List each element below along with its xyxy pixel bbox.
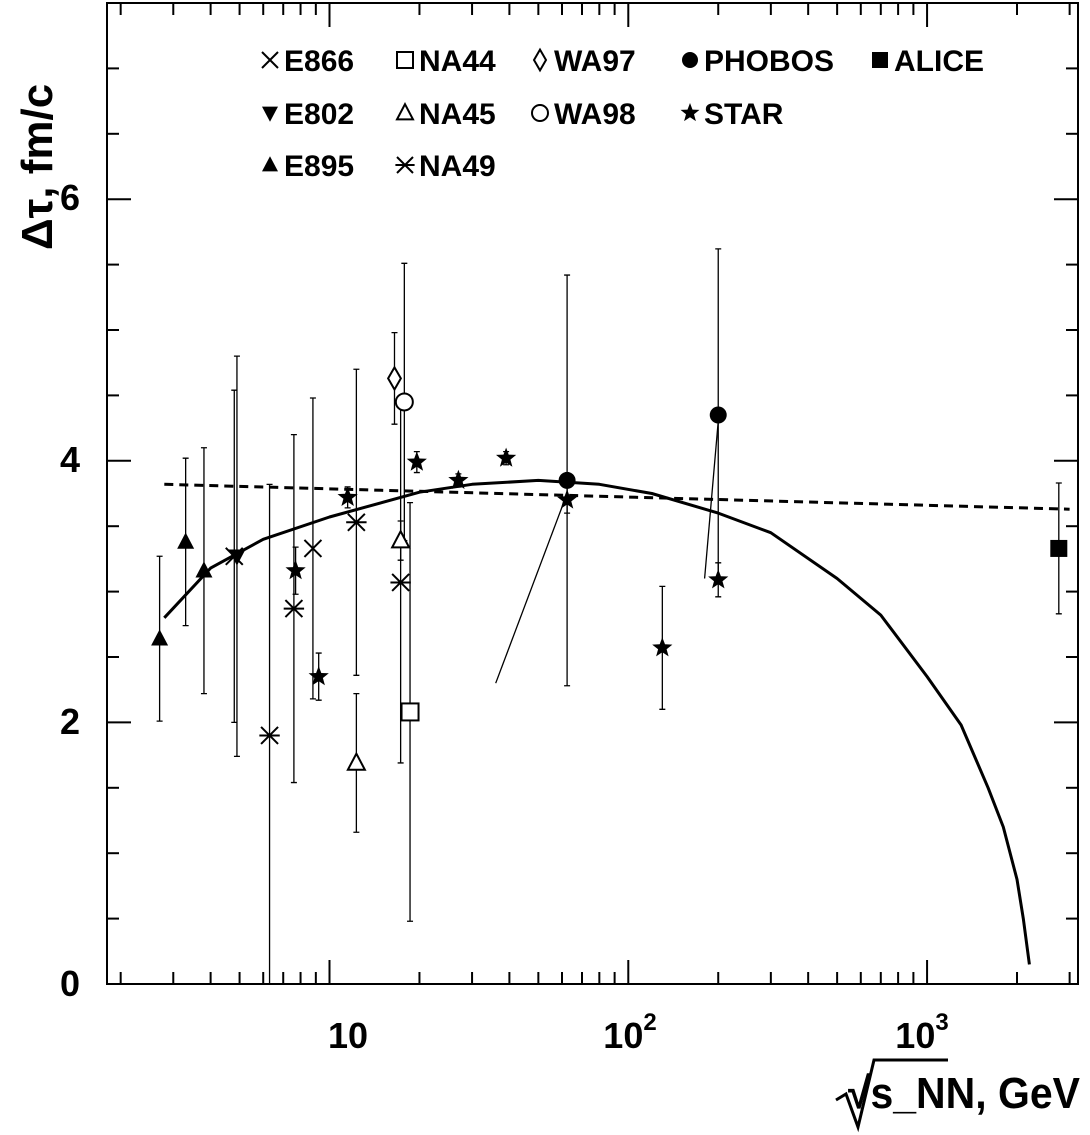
legend-marker-wa97 xyxy=(532,47,548,73)
marker-star-7 xyxy=(652,637,673,657)
curve-thin-3 xyxy=(703,421,719,579)
error-bars xyxy=(156,248,1062,985)
legend: E866 NA44 WA97 PHOBOS ALICE E802 NA45 WA98 STAR E… xyxy=(261,45,984,183)
marker-wa98-0 xyxy=(394,392,414,412)
legend-label-alice: ALICE xyxy=(894,45,984,78)
legend-marker-wa98 xyxy=(531,104,549,122)
marker-e895-0 xyxy=(151,629,169,646)
y-tick-labels: 0 2 4 6 xyxy=(60,177,80,1004)
curves xyxy=(163,421,1070,965)
marker-star-1 xyxy=(308,666,329,686)
curve-dashed-1 xyxy=(164,482,1070,511)
marker-star-8 xyxy=(708,569,729,589)
legend-label-e802: E802 xyxy=(284,98,354,131)
marker-star-0 xyxy=(285,560,306,580)
y-tick-label-6: 6 xyxy=(60,177,80,218)
marker-e895-1 xyxy=(177,532,195,549)
legend-marker-e802 xyxy=(262,106,278,122)
legend-marker-na49 xyxy=(395,156,415,174)
y-tick-label-4: 4 xyxy=(60,439,80,480)
marker-na44-0 xyxy=(400,702,420,722)
x-axis-label: √s_NN, GeV xyxy=(848,1069,1081,1118)
y-tick-label-2: 2 xyxy=(60,701,80,742)
grid-ticks xyxy=(107,2,1078,985)
legend-marker-alice xyxy=(872,52,888,68)
legend-marker-na45 xyxy=(395,102,415,121)
x-tick-label-1000: 103 xyxy=(895,1009,948,1056)
marker-star-5 xyxy=(496,447,517,467)
x-tick-label-10: 10 xyxy=(328,1015,368,1056)
marker-e866-1 xyxy=(303,539,323,558)
legend-label-na44: NA44 xyxy=(419,45,496,78)
marker-na49-3 xyxy=(390,573,411,592)
legend-marker-star xyxy=(680,103,700,122)
legend-marker-phobos xyxy=(682,52,698,68)
plot-frame xyxy=(106,2,1079,985)
x-tick-label-100: 102 xyxy=(603,1009,656,1056)
legend-label-e866: E866 xyxy=(284,45,354,78)
legend-label-star: STAR xyxy=(704,98,784,131)
marker-star-3 xyxy=(406,451,427,471)
legend-label-e895: E895 xyxy=(284,150,354,183)
legend-label-phobos: PHOBOS xyxy=(704,45,834,78)
marker-star-6 xyxy=(557,489,578,509)
x-tick-labels: 10 102 103 xyxy=(328,1009,949,1056)
marker-phobos-0 xyxy=(558,471,576,489)
sqrt-sign xyxy=(835,1058,948,1133)
legend-marker-e895 xyxy=(262,156,278,172)
markers xyxy=(151,365,1068,771)
marker-star-4 xyxy=(448,469,469,489)
marker-na49-0 xyxy=(259,726,280,745)
legend-label-wa98: WA98 xyxy=(554,98,636,131)
legend-label-na45: NA45 xyxy=(419,98,496,131)
plot-border xyxy=(106,2,1079,985)
x-axis-title: √s_NN, GeV xyxy=(835,1058,1081,1133)
curve-solid-0 xyxy=(163,478,1031,965)
marker-e802-0 xyxy=(228,549,246,566)
legend-label-wa97: WA97 xyxy=(554,45,636,78)
legend-marker-e866 xyxy=(261,51,279,69)
legend-marker-na44 xyxy=(396,51,414,69)
marker-phobos-1 xyxy=(709,406,727,424)
marker-e895-2 xyxy=(195,561,213,578)
marker-na45-0 xyxy=(346,751,367,771)
marker-alice-0 xyxy=(1050,539,1068,557)
marker-na49-1 xyxy=(283,599,305,618)
marker-na45-1 xyxy=(390,529,411,549)
marker-wa97-0 xyxy=(386,365,403,392)
marker-na49-2 xyxy=(346,513,367,532)
legend-label-na49: NA49 xyxy=(419,150,496,183)
y-tick-label-0: 0 xyxy=(60,963,80,1004)
marker-star-2 xyxy=(337,486,358,506)
curve-thin-2 xyxy=(495,493,568,684)
y-axis-label: Δτ, fm/c xyxy=(13,84,62,250)
